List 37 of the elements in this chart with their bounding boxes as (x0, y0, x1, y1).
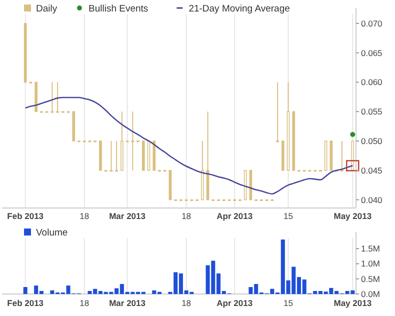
candlestick (56, 82, 59, 113)
x-tick-label: Feb 2013 (7, 211, 44, 221)
legend-label: Daily (36, 4, 58, 14)
x-tick-label: 15 (284, 298, 294, 308)
candlestick (115, 140, 118, 172)
x-tick-label: 15 (284, 211, 294, 221)
y-tick-label: 0.5M (361, 274, 380, 284)
legend-label: Volume (36, 228, 68, 238)
x-tick-label: 18 (80, 298, 90, 308)
y-tick-label: 0.050 (361, 136, 383, 146)
legend-label: Bullish Events (88, 4, 148, 14)
candlestick (276, 82, 279, 142)
y-tick-label: 0.0M (361, 289, 380, 299)
x-tick-label: May 2013 (334, 211, 372, 221)
y-tick-label: 0.040 (361, 194, 383, 205)
x-tick-label: Mar 2013 (109, 298, 146, 308)
x-tick-label: 18 (80, 211, 90, 221)
y-tick-label: 0.060 (361, 77, 383, 88)
candlestick (110, 140, 113, 172)
y-tick-label: 1.5M (361, 244, 380, 254)
x-tick-label: Mar 2013 (109, 211, 146, 221)
y-tick-label: 0.065 (361, 48, 383, 58)
y-tick-label: 0.045 (361, 165, 383, 176)
y-tick-label: 0.055 (361, 106, 383, 117)
candlestick (340, 140, 344, 172)
x-tick-label: May 2013 (334, 298, 372, 308)
y-tick-label: 0.070 (361, 18, 383, 28)
candlestick (50, 82, 54, 113)
x-tick-label: Feb 2013 (7, 298, 44, 308)
x-tick-label: Apr 2013 (216, 211, 253, 221)
x-tick-label: Apr 2013 (216, 298, 253, 308)
legend-label: 21-Day Moving Average (188, 4, 290, 14)
x-tick-label: 18 (182, 298, 192, 308)
y-tick-label: 1.0M (361, 258, 380, 269)
x-tick-label: 18 (182, 211, 192, 221)
bar (23, 287, 28, 294)
candlestick (131, 111, 134, 171)
